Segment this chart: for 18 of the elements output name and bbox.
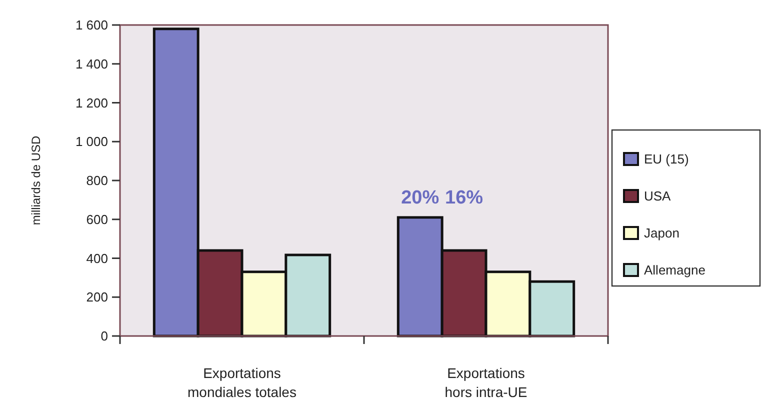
y-tick-label: 1 400	[75, 56, 108, 72]
annotation: 16%	[445, 187, 484, 208]
legend-label: Japon	[644, 226, 680, 241]
y-tick-label: 1 600	[75, 18, 108, 33]
y-tick-label: 200	[86, 290, 108, 305]
y-tick-label: 600	[86, 212, 108, 227]
x-tick-label: Exportations hors intra-UE	[444, 365, 528, 400]
legend-label: Allemagne	[644, 262, 706, 278]
y-tick-label: 1 200	[75, 95, 108, 110]
legend-label: EU (15)	[644, 152, 689, 167]
y-tick-label: 0	[100, 328, 108, 344]
x-tick-label: Exportations mondiales totales	[188, 365, 296, 400]
y-tick-label: 400	[86, 250, 108, 266]
annotation: 20%	[401, 187, 440, 208]
y-tick-label: 1 000	[75, 134, 108, 150]
legend-label: USA	[644, 188, 672, 204]
y-axis-title: milliards de USD	[29, 135, 43, 226]
y-tick-label: 800	[86, 173, 108, 188]
